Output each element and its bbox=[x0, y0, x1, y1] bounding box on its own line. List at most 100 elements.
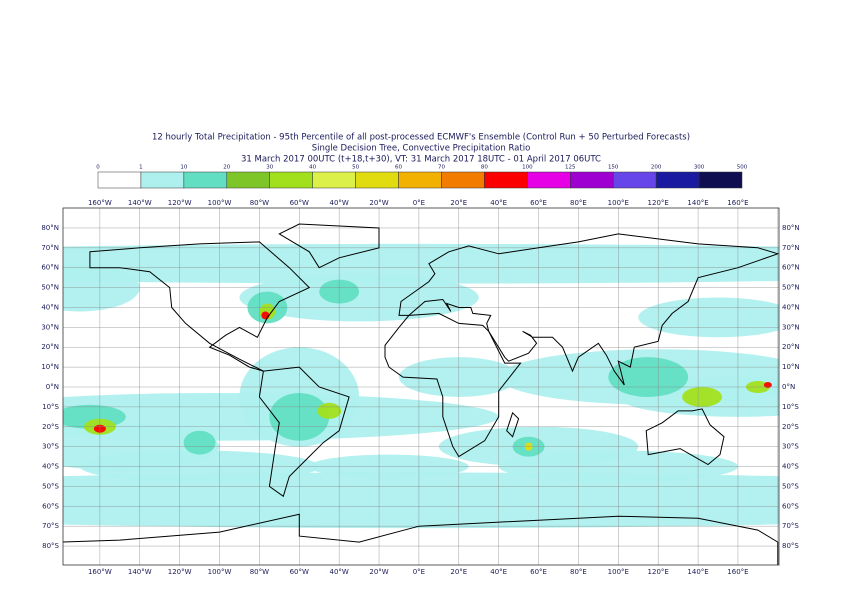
lon-label-bottom: 60°W bbox=[290, 568, 309, 576]
color-bar-label: 30 bbox=[266, 165, 273, 171]
map bbox=[63, 208, 779, 565]
color-bar-swatch bbox=[269, 171, 313, 189]
lat-label-right: 10°S bbox=[782, 403, 799, 411]
precipitation-area bbox=[63, 472, 779, 529]
lon-label-top: 60°W bbox=[290, 199, 309, 207]
coastline bbox=[384, 312, 522, 458]
coastline bbox=[278, 223, 380, 269]
lon-label-top: 20°W bbox=[369, 199, 388, 207]
color-bar-label: 10 bbox=[180, 165, 187, 171]
lat-label-left: 10°S bbox=[42, 403, 59, 411]
lon-label-top: 100°W bbox=[208, 199, 232, 207]
title: 12 hourly Total Precipitation - 95th Per… bbox=[152, 133, 690, 143]
lon-label-top: 0°E bbox=[413, 199, 425, 207]
lon-label-bottom: 160°E bbox=[727, 568, 748, 576]
lon-label-bottom: 20°W bbox=[369, 568, 388, 576]
lon-label-top: 140°E bbox=[687, 199, 708, 207]
lon-label-top: 80°E bbox=[570, 199, 587, 207]
color-bar-label: 150 bbox=[608, 165, 619, 171]
lat-label-right: 50°S bbox=[782, 482, 799, 490]
map-frame bbox=[62, 207, 780, 566]
precipitation-area bbox=[763, 382, 772, 388]
color-bar-label: 125 bbox=[565, 165, 576, 171]
lon-label-bottom: 160°W bbox=[88, 568, 112, 576]
color-bar-label: 80 bbox=[481, 165, 488, 171]
lat-label-right: 60°N bbox=[782, 264, 800, 272]
coastline bbox=[258, 366, 350, 498]
lon-label-top: 160°E bbox=[727, 199, 748, 207]
precipitation-area bbox=[261, 311, 270, 320]
lat-label-left: 50°S bbox=[42, 482, 59, 490]
title-block: 12 hourly Total Precipitation - 95th Per… bbox=[152, 133, 690, 165]
color-bar-swatch bbox=[484, 171, 528, 189]
precipitation-area bbox=[638, 297, 779, 338]
lat-label-right: 60°S bbox=[782, 502, 799, 510]
lon-label-bottom: 80°E bbox=[570, 568, 587, 576]
color-bar-label: 20 bbox=[223, 165, 230, 171]
color-bar-label: 1 bbox=[139, 165, 143, 171]
coastline bbox=[645, 408, 725, 466]
lon-label-bottom: 100°E bbox=[608, 568, 629, 576]
lon-label-top: 120°E bbox=[648, 199, 669, 207]
lat-label-left: 20°N bbox=[41, 343, 59, 351]
precipitation-area bbox=[682, 387, 723, 407]
color-bar-swatch bbox=[398, 171, 442, 189]
lon-label-bottom: 80°W bbox=[250, 568, 269, 576]
lat-label-left: 60°N bbox=[41, 264, 59, 272]
lat-label-right: 0°N bbox=[782, 383, 795, 391]
lat-label-left: 40°N bbox=[41, 303, 59, 311]
lon-label-top: 20°E bbox=[450, 199, 467, 207]
lat-label-left: 70°S bbox=[42, 522, 59, 530]
lat-label-right: 40°S bbox=[782, 463, 799, 471]
lon-label-top: 140°W bbox=[128, 199, 152, 207]
lon-label-top: 60°E bbox=[530, 199, 547, 207]
color-bar-swatch bbox=[698, 171, 743, 189]
precipitation-area bbox=[317, 402, 342, 419]
lon-label-top: 160°W bbox=[88, 199, 112, 207]
lat-label-right: 10°N bbox=[782, 363, 800, 371]
color-bar-label: 60 bbox=[395, 165, 402, 171]
lon-label-bottom: 40°E bbox=[490, 568, 507, 576]
color-bar: 0 1 10 20 30 40 50 60 70 80 100 125 150 200 300 500 bbox=[96, 165, 748, 189]
lon-label-top: 80°W bbox=[250, 199, 269, 207]
lon-label-top: 120°W bbox=[168, 199, 192, 207]
precipitation-area bbox=[183, 430, 216, 455]
lat-label-right: 30°S bbox=[782, 443, 799, 451]
lat-label-right: 70°N bbox=[782, 244, 800, 252]
lat-label-left: 30°N bbox=[41, 323, 59, 331]
lat-label-right: 80°S bbox=[782, 542, 799, 550]
lon-label-bottom: 60°E bbox=[530, 568, 547, 576]
color-bar-label: 300 bbox=[694, 165, 705, 171]
lat-label-right: 30°N bbox=[782, 323, 800, 331]
lon-label-bottom: 20°E bbox=[450, 568, 467, 576]
validity: 31 March 2017 00UTC (t+18,t+30), VT: 31 … bbox=[241, 155, 601, 165]
lon-label-bottom: 140°E bbox=[687, 568, 708, 576]
lon-label-bottom: 120°E bbox=[648, 568, 669, 576]
lat-label-left: 60°S bbox=[42, 502, 59, 510]
lon-label-top: 40°E bbox=[490, 199, 507, 207]
coastline bbox=[506, 411, 520, 438]
coastline bbox=[89, 241, 311, 372]
precipitation-area bbox=[63, 243, 779, 284]
color-bar-label: 40 bbox=[309, 165, 316, 171]
lat-label-right: 20°N bbox=[782, 343, 800, 351]
color-bar-label: 200 bbox=[651, 165, 662, 171]
map-labels: 160°W 160°W 140°W 140°W 120°W 120°W 100°W 100°W… bbox=[41, 199, 799, 576]
color-bar-swatch bbox=[140, 171, 185, 189]
precipitation-area bbox=[608, 357, 689, 397]
lon-label-bottom: 40°W bbox=[329, 568, 348, 576]
color-bar-swatch bbox=[226, 171, 270, 189]
color-bar-swatch bbox=[527, 171, 571, 189]
lat-label-left: 30°S bbox=[42, 443, 59, 451]
lon-label-bottom: 0°E bbox=[413, 568, 425, 576]
lat-label-right: 50°N bbox=[782, 284, 800, 292]
coastline bbox=[398, 233, 779, 386]
color-bar-label: 100 bbox=[522, 165, 533, 171]
color-bar-swatch bbox=[312, 171, 356, 189]
lat-label-left: 40°S bbox=[42, 463, 59, 471]
lat-label-right: 70°S bbox=[782, 522, 799, 530]
color-bar-swatch bbox=[655, 171, 700, 189]
lat-label-right: 40°N bbox=[782, 303, 800, 311]
lon-label-bottom: 140°W bbox=[128, 568, 152, 576]
